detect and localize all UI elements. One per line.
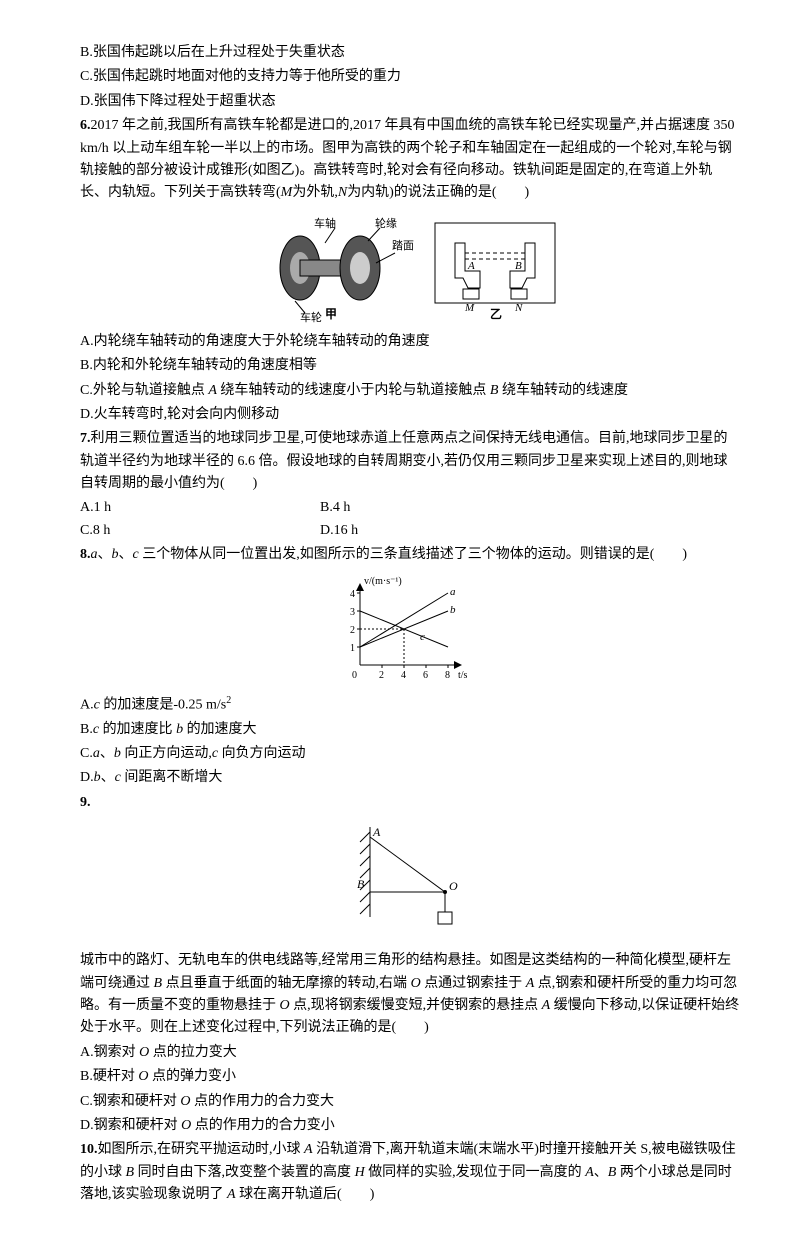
q7-options-row2: C.8 h D.16 h <box>80 520 740 542</box>
q7-option-c: C.8 h <box>80 520 240 542</box>
svg-text:6: 6 <box>423 670 428 681</box>
vt-graph-icon: 1 2 3 4 2 4 6 8 0 a b c v/(m·s⁻¹ <box>335 575 485 685</box>
svg-text:乙: 乙 <box>490 307 502 321</box>
q10-stem: 10.如图所示,在研究平抛运动时,小球 A 沿轨道滑下,离开轨道末端(末端水平)… <box>80 1139 740 1206</box>
q8-option-c: C.a、b 向正方向运动,c 向负方向运动 <box>80 743 740 765</box>
svg-text:c: c <box>420 631 425 643</box>
q9-stem: 城市中的路灯、无轨电车的供电线路等,经常用三角形的结构悬挂。如图是这类结构的一种… <box>80 950 740 1040</box>
q6-option-d: D.火车转弯时,轮对会向内侧移动 <box>80 404 740 426</box>
q6-option-b: B.内轮和外轮绕车轴转动的角速度相等 <box>80 355 740 377</box>
svg-text:4: 4 <box>401 670 406 681</box>
svg-text:4: 4 <box>350 589 355 600</box>
q7-option-b: B.4 h <box>320 497 350 519</box>
q7-options-row1: A.1 h B.4 h <box>80 497 740 519</box>
q9-figure: A B O <box>80 822 740 942</box>
svg-text:M: M <box>464 302 475 314</box>
q10-number: 10. <box>80 1142 98 1157</box>
q5-option-d: D.张国伟下降过程处于超重状态 <box>80 91 740 113</box>
svg-text:2: 2 <box>350 625 355 636</box>
q8-number: 8. <box>80 547 91 562</box>
q8-option-d: D.b、c 间距离不断增大 <box>80 767 740 789</box>
label-N: N <box>338 185 347 200</box>
q9-option-b: B.硬杆对 O 点的弹力变小 <box>80 1066 740 1088</box>
q7-number: 7. <box>80 431 91 446</box>
q9-number: 9. <box>80 795 91 810</box>
q6-option-c: C.外轮与轨道接触点 A 绕车轴转动的线速度小于内轮与轨道接触点 B 绕车轴转动… <box>80 380 740 402</box>
q9-option-a: A.钢索对 O 点的拉力变大 <box>80 1042 740 1064</box>
svg-text:踏面: 踏面 <box>392 238 414 252</box>
q8-figure: 1 2 3 4 2 4 6 8 0 a b c v/(m·s⁻¹ <box>80 575 740 685</box>
q8-option-a: A.c 的加速度是-0.25 m/s2 <box>80 693 740 717</box>
svg-text:2: 2 <box>379 670 384 681</box>
q6-stem: 6.2017 年之前,我国所有高铁车轮都是进口的,2017 年具有中国血统的高铁… <box>80 115 740 205</box>
svg-text:v/(m·s⁻¹): v/(m·s⁻¹) <box>364 576 402 587</box>
svg-text:车轴: 车轴 <box>314 216 336 230</box>
q5-option-c: C.张国伟起跳时地面对他的支持力等于他所受的重力 <box>80 66 740 88</box>
q6-option-a: A.内轮绕车轴转动的角速度大于外轮绕车轴转动的角速度 <box>80 331 740 353</box>
svg-text:轮缘: 轮缘 <box>375 216 397 230</box>
svg-text:N: N <box>514 302 523 314</box>
svg-text:O: O <box>449 879 458 893</box>
exam-page: B.张国伟起跳以后在上升过程处于失重状态 C.张国伟起跳时地面对他的支持力等于他… <box>0 0 800 1249</box>
svg-text:8: 8 <box>445 670 450 681</box>
q9-option-c: C.钢索和硬杆对 O 点的作用力的合力变大 <box>80 1091 740 1113</box>
q6-number: 6. <box>80 118 91 133</box>
lamp-triangle-icon: A B O <box>335 822 485 942</box>
svg-text:3: 3 <box>350 607 355 618</box>
q9-option-d: D.钢索和硬杆对 O 点的作用力的合力变小 <box>80 1115 740 1137</box>
q7-option-a: A.1 h <box>80 497 240 519</box>
svg-text:A: A <box>467 260 475 272</box>
q8-option-b: B.c 的加速度比 b 的加速度大 <box>80 719 740 741</box>
svg-text:1: 1 <box>350 643 355 654</box>
q6-figure: 车轴 轮缘 踏面 车轮 甲 A B <box>80 213 740 323</box>
q7-option-d: D.16 h <box>320 520 358 542</box>
svg-text:0: 0 <box>352 670 357 681</box>
svg-text:车轮: 车轮 <box>300 310 322 323</box>
q5-option-b: B.张国伟起跳以后在上升过程处于失重状态 <box>80 42 740 64</box>
label-M: M <box>281 185 293 200</box>
svg-text:a: a <box>450 586 456 598</box>
wheel-diagram-icon: 车轴 轮缘 踏面 车轮 甲 A B <box>250 213 570 323</box>
q8-stem: 8.a、b、c 三个物体从同一位置出发,如图所示的三条直线描述了三个物体的运动。… <box>80 544 740 566</box>
svg-text:A: A <box>372 825 381 839</box>
svg-text:B: B <box>515 260 522 272</box>
q9-number-line: 9. <box>80 792 740 814</box>
svg-text:b: b <box>450 604 456 616</box>
svg-text:甲: 甲 <box>325 307 337 321</box>
svg-text:B: B <box>357 877 365 891</box>
svg-text:t/s: t/s <box>458 670 468 681</box>
q7-stem: 7.利用三颗位置适当的地球同步卫星,可使地球赤道上任意两点之间保持无线电通信。目… <box>80 428 740 495</box>
